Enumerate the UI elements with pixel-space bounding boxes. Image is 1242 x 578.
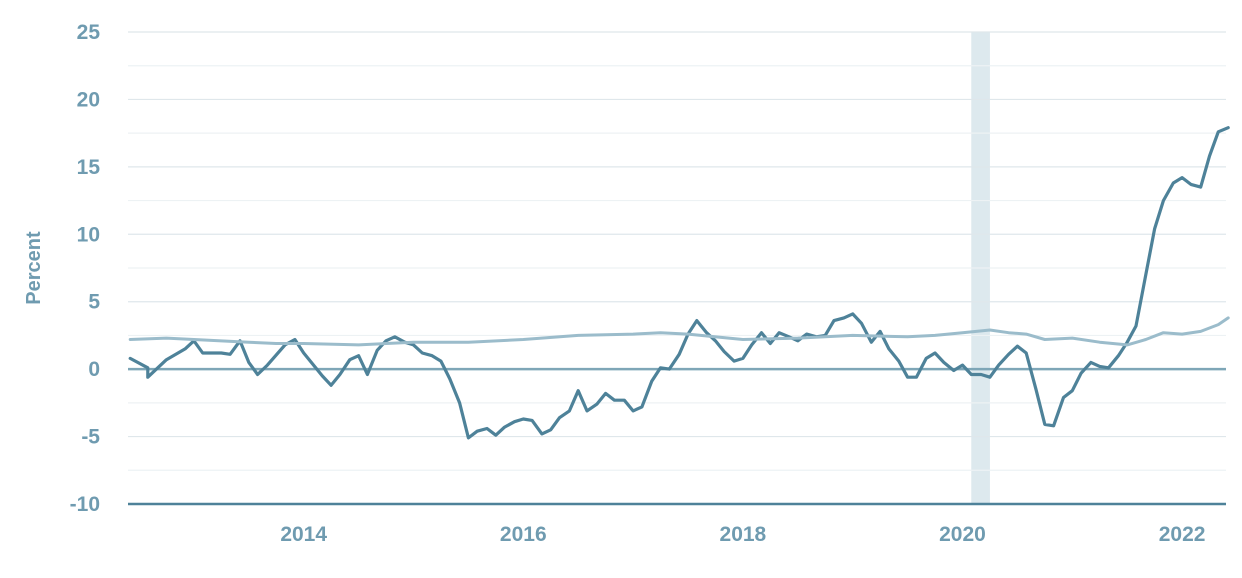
x-tick-label: 2014 — [280, 523, 327, 546]
y-tick-label: 10 — [77, 223, 100, 246]
x-tick-label: 2018 — [720, 523, 767, 546]
y-axis-label: Percent — [23, 231, 45, 305]
y-tick-label: -5 — [81, 426, 100, 449]
y-tick-label: 0 — [88, 358, 100, 381]
axes — [128, 367, 1226, 506]
x-tick-label: 2022 — [1159, 523, 1206, 546]
x-tick-label: 2020 — [939, 523, 986, 546]
y-tick-label: 20 — [77, 88, 100, 111]
x-tick-label: 2016 — [500, 523, 547, 546]
gridlines — [128, 31, 1226, 471]
series-lines — [128, 126, 1230, 440]
series-line-1 — [128, 126, 1230, 440]
y-tick-label: -10 — [70, 493, 100, 516]
tick-labels: -10 -5 0 5 10 15 20 25 2014 2016 2018 2020 2022 — [70, 21, 1206, 546]
y-tick-label: 15 — [77, 156, 101, 179]
y-tick-label: 25 — [77, 21, 101, 44]
series-line-2 — [128, 316, 1230, 347]
y-tick-label: 5 — [88, 291, 100, 314]
